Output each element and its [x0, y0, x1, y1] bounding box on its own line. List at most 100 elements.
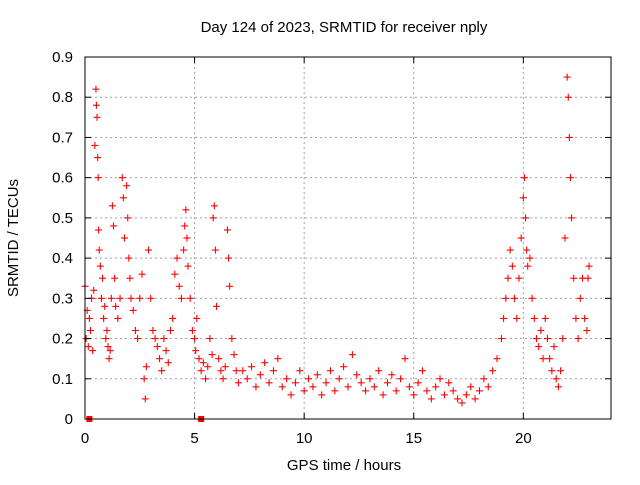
y-tick-label: 0.3	[52, 290, 73, 307]
data-point	[467, 383, 475, 391]
data-point	[353, 371, 361, 379]
data-point	[357, 379, 365, 387]
data-point	[109, 222, 117, 230]
data-point	[206, 335, 214, 343]
data-point	[91, 141, 99, 149]
data-point	[209, 214, 217, 222]
data-point	[96, 262, 104, 270]
data-point	[348, 351, 356, 359]
data-point	[322, 379, 330, 387]
data-point	[568, 214, 576, 222]
data-point	[84, 343, 92, 351]
data-point	[232, 367, 240, 375]
labels-layer: 0 0.1 0.2 0.3 0.4 0.5 0.6 0.7 0.8 0.9 0 5 10 15 20	[52, 49, 532, 447]
data-point	[287, 391, 295, 399]
data-point	[261, 359, 269, 367]
data-point	[559, 335, 567, 343]
data-point	[192, 347, 200, 355]
data-point	[101, 302, 109, 310]
data-point	[419, 367, 427, 375]
data-point	[300, 387, 308, 395]
y-tick-label: 0.9	[52, 49, 73, 66]
data-point	[204, 363, 212, 371]
data-point	[136, 294, 144, 302]
data-point	[217, 367, 225, 375]
data-point	[85, 314, 93, 322]
data-point	[106, 347, 114, 355]
data-point	[530, 314, 538, 322]
data-point	[401, 355, 409, 363]
data-point	[86, 327, 94, 335]
data-point	[221, 363, 229, 371]
data-point	[147, 294, 155, 302]
data-point	[427, 395, 435, 403]
data-point	[166, 327, 174, 335]
data-point	[112, 302, 120, 310]
data-point	[95, 226, 103, 234]
y-axis-title: SRMTID / TECUs	[5, 179, 22, 297]
data-point	[291, 379, 299, 387]
data-point	[103, 327, 111, 335]
data-point	[554, 383, 562, 391]
data-point	[524, 262, 532, 270]
data-point	[120, 234, 128, 242]
data-point	[576, 294, 584, 302]
x-tick-label: 0	[81, 430, 89, 447]
data-point	[449, 387, 457, 395]
data-point	[129, 306, 137, 314]
data-point	[199, 359, 207, 367]
data-point	[462, 391, 470, 399]
data-point	[239, 367, 247, 375]
data-point	[513, 314, 521, 322]
y-tick-label: 0.1	[52, 371, 73, 388]
data-point	[104, 343, 112, 351]
data-point	[177, 294, 185, 302]
data-point	[574, 335, 582, 343]
data-point	[160, 335, 168, 343]
data-point	[184, 262, 192, 270]
data-point	[362, 387, 370, 395]
data-point	[142, 363, 150, 371]
data-point	[226, 282, 234, 290]
data-point	[564, 93, 572, 101]
data-point	[202, 375, 210, 383]
data-point	[484, 383, 492, 391]
data-point	[331, 387, 339, 395]
data-point	[458, 399, 466, 407]
data-point	[197, 367, 205, 375]
data-point	[541, 314, 549, 322]
data-point	[243, 375, 251, 383]
data-point	[123, 182, 131, 190]
data-point	[225, 254, 233, 262]
data-point	[191, 335, 199, 343]
data-point	[234, 379, 242, 387]
data-point	[92, 101, 100, 109]
y-tick-label: 0.8	[52, 89, 73, 106]
data-point	[265, 379, 273, 387]
data-point	[537, 327, 545, 335]
data-point	[506, 246, 514, 254]
data-point	[228, 335, 236, 343]
data-point	[313, 371, 321, 379]
data-point	[379, 391, 387, 399]
y-tick-label: 0.7	[52, 129, 73, 146]
data-point	[584, 274, 592, 282]
data-point	[175, 282, 183, 290]
data-point	[480, 375, 488, 383]
data-point	[105, 355, 113, 363]
data-point	[585, 262, 593, 270]
data-point	[134, 335, 142, 343]
data-point	[186, 294, 194, 302]
data-point	[256, 371, 264, 379]
data-point	[296, 367, 304, 375]
x-axis-title: GPS time / hours	[287, 457, 401, 474]
plot-frame	[84, 56, 612, 420]
data-point	[95, 246, 103, 254]
data-point	[219, 375, 227, 383]
x-tick-label: 5	[190, 430, 198, 447]
data-point	[508, 262, 516, 270]
x-tick-label: 15	[405, 430, 422, 447]
data-point	[153, 343, 161, 351]
data-point	[522, 214, 530, 222]
